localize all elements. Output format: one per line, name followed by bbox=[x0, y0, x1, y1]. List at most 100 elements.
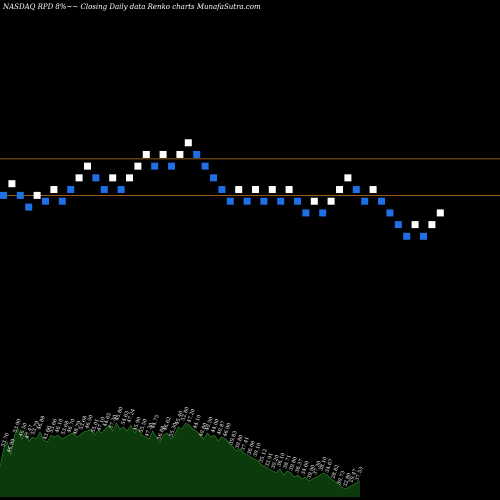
renko-brick-up bbox=[176, 150, 184, 158]
renko-brick-down bbox=[302, 209, 310, 217]
volume-label: 29.47 bbox=[348, 468, 359, 484]
renko-brick-down bbox=[151, 162, 159, 170]
renko-brick-up bbox=[336, 186, 343, 194]
renko-brick-up bbox=[184, 139, 192, 147]
volume-label: 44.10 bbox=[192, 414, 203, 430]
volume-label: 46.70 bbox=[66, 418, 77, 434]
volume-labels: 53.7646.9953.9046.5047.4753.7946.8843.66… bbox=[0, 406, 365, 488]
volume-label: 48.79 bbox=[72, 420, 83, 436]
volume-label: 47.10 bbox=[96, 416, 107, 432]
volume-label: 37.30 bbox=[312, 460, 323, 476]
renko-brick-up bbox=[344, 174, 352, 182]
renko-brick-up bbox=[310, 197, 318, 205]
volume-label: 47.20 bbox=[186, 408, 197, 424]
chart-title: NASDAQ RPD 8%~~ Closing Daily data Renko… bbox=[2, 3, 261, 11]
volume-label: 40.50 bbox=[204, 416, 215, 432]
volume-label: 55.30 bbox=[168, 422, 179, 438]
volume-label: 37.53 bbox=[354, 466, 365, 482]
volume-label: 33.91 bbox=[264, 452, 275, 468]
volume-label: 44.00 bbox=[210, 418, 221, 434]
renko-brick-up bbox=[50, 186, 58, 194]
renko-brick-up bbox=[159, 150, 167, 158]
renko-brick-down bbox=[25, 203, 33, 211]
volume-line bbox=[0, 422, 361, 490]
renko-brick-down bbox=[0, 191, 7, 199]
volume-label: 43.66 bbox=[42, 425, 53, 441]
volume-area bbox=[0, 423, 360, 497]
volume-label: 38.10 bbox=[318, 456, 329, 472]
renko-bricks bbox=[0, 139, 444, 240]
renko-brick-down bbox=[420, 232, 427, 240]
renko-brick-up bbox=[142, 150, 150, 158]
renko-brick-down bbox=[201, 162, 209, 170]
volume-label: 36.06 bbox=[246, 440, 257, 456]
volume-label: 39.90 bbox=[306, 464, 317, 480]
renko-brick-down bbox=[67, 186, 75, 194]
volume-label: 30.20 bbox=[270, 454, 281, 470]
renko-brick-down bbox=[378, 197, 385, 205]
renko-brick-up bbox=[8, 180, 16, 188]
volume-label: 46.10 bbox=[54, 418, 65, 434]
reference-lines bbox=[0, 158, 500, 196]
volume-label: 40.80 bbox=[198, 422, 209, 438]
volume-label: 44.65 bbox=[102, 412, 113, 428]
volume-label: 53.76 bbox=[0, 432, 11, 448]
renko-brick-down bbox=[352, 186, 360, 194]
renko-brick-down bbox=[226, 197, 234, 205]
volume-label: 45.90 bbox=[132, 416, 143, 432]
volume-label: 34.67 bbox=[324, 458, 335, 474]
volume-label: 37.41 bbox=[240, 436, 251, 452]
volume-label: 47.47 bbox=[24, 424, 35, 440]
volume-label: 47.30 bbox=[144, 422, 155, 438]
renko-brick-down bbox=[58, 197, 66, 205]
renko-brick-down bbox=[210, 174, 217, 182]
renko-brick-up bbox=[134, 162, 142, 170]
volume-label: 46.50 bbox=[84, 414, 95, 430]
renko-brick-down bbox=[403, 232, 411, 240]
renko-brick-up bbox=[252, 186, 259, 194]
volume-label: 39.80 bbox=[288, 456, 299, 472]
renko-brick-up bbox=[327, 197, 335, 205]
volume-label: 39.83 bbox=[228, 430, 239, 446]
renko-brick-up bbox=[411, 221, 419, 229]
renko-brick-down bbox=[260, 197, 268, 205]
renko-brick-down bbox=[294, 197, 301, 205]
volume-label: 45.80 bbox=[114, 406, 125, 422]
renko-brick-up bbox=[126, 174, 133, 182]
volume-label: 53.68 bbox=[78, 415, 89, 431]
renko-brick-up bbox=[109, 174, 117, 182]
volume-label: 30.80 bbox=[234, 434, 245, 450]
volume-label: 46.88 bbox=[36, 415, 47, 431]
renko-brick-down bbox=[117, 186, 125, 194]
volume-label: 30.73 bbox=[336, 470, 347, 486]
volume-label: 53.66 bbox=[48, 418, 59, 434]
volume-label: 46.90 bbox=[222, 422, 233, 438]
renko-brick-down bbox=[92, 174, 100, 182]
renko-brick-down bbox=[361, 197, 369, 205]
volume-label: 38.71 bbox=[282, 454, 293, 470]
renko-brick-down bbox=[243, 197, 251, 205]
renko-brick-up bbox=[436, 209, 444, 217]
volume-label: 36.37 bbox=[294, 458, 305, 474]
volume-label: 34.60 bbox=[300, 460, 311, 476]
volume-panel bbox=[0, 422, 361, 497]
renko-brick-up bbox=[84, 162, 91, 170]
renko-brick-up bbox=[285, 186, 293, 194]
renko-brick-down bbox=[218, 186, 226, 194]
renko-brick-down bbox=[168, 162, 175, 170]
volume-label: 30.10 bbox=[252, 442, 263, 458]
volume-label: 35.12 bbox=[258, 448, 269, 464]
volume-label: 47.24 bbox=[126, 408, 137, 424]
volume-label: 55.50 bbox=[138, 418, 149, 434]
volume-label: 52.80 bbox=[180, 406, 191, 422]
renko-brick-down bbox=[42, 197, 49, 205]
renko-brick-up bbox=[428, 221, 436, 229]
renko-brick-down bbox=[319, 209, 327, 217]
volume-label: 53.68 bbox=[60, 420, 71, 436]
volume-label: 55.01 bbox=[90, 418, 101, 434]
volume-label: 53.79 bbox=[30, 420, 41, 436]
renko-brick-down bbox=[277, 197, 285, 205]
volume-label: 46.50 bbox=[18, 422, 29, 438]
